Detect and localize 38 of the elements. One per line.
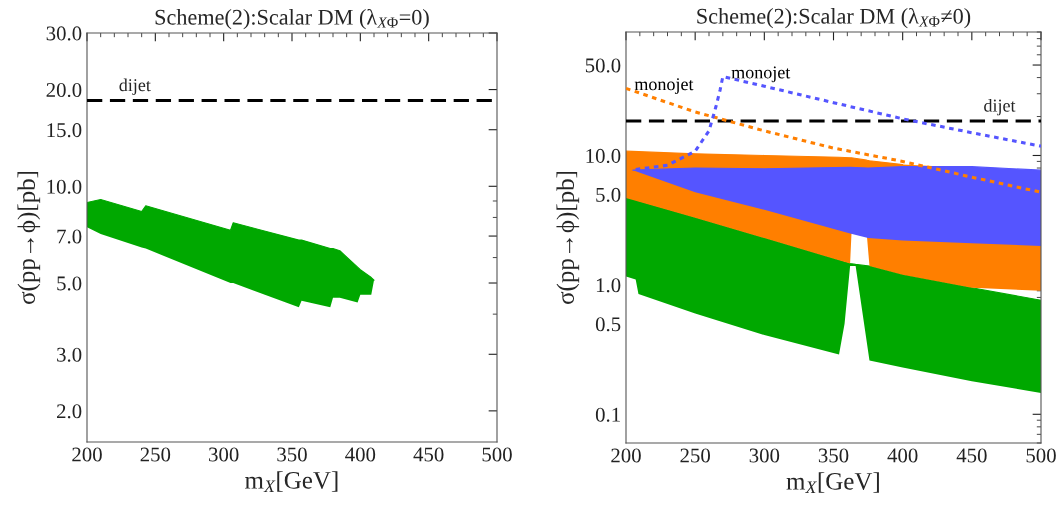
- x-tick-label: 500: [1026, 448, 1056, 463]
- y-tick-label: 10.0: [586, 148, 621, 164]
- y-tick-label: 2.0: [57, 404, 82, 419]
- x-tick-label: 400: [887, 448, 918, 463]
- y-tick-label: 20.0: [46, 82, 82, 98]
- annotation: dijet: [119, 78, 151, 95]
- y-tick-label: 30.0: [46, 26, 82, 41]
- y-tick-label: 1.0: [596, 278, 621, 293]
- y-tick-label: 5.0: [57, 276, 82, 291]
- x-tick-label: 250: [680, 448, 710, 463]
- series-label: monojet: [731, 66, 791, 83]
- chart-title: Scheme(2):Scalar DM (λ$_{XΦ}$=0): [155, 8, 429, 30]
- x-axis-title: m$_{X}$[GeV]: [786, 472, 879, 493]
- x-tick-label: 200: [72, 447, 102, 462]
- y-axis-title: σ(pp→ϕ)[pb]: [556, 171, 580, 305]
- y-tick-label: 0.5: [595, 317, 621, 332]
- y-tick-label: 7.0: [57, 229, 82, 244]
- x-tick-label: 300: [209, 447, 239, 462]
- y-tick-label: 10.0: [47, 179, 82, 194]
- x-tick-label: 500: [482, 447, 512, 462]
- series-label: monojet: [634, 78, 694, 94]
- y-tick-label: 15.0: [47, 123, 82, 138]
- x-axis-title: m$_{X}$[GeV]: [245, 471, 338, 492]
- x-tick-label: 300: [749, 448, 780, 463]
- x-tick-label: 200: [611, 448, 641, 463]
- annotation: dijet: [984, 98, 1016, 116]
- y-tick-label: 5.0: [596, 187, 621, 202]
- y-axis-title: σ(pp→ϕ)[pb]: [17, 171, 41, 305]
- x-tick-label: 350: [277, 447, 307, 462]
- x-tick-label: 250: [140, 447, 171, 462]
- y-tick-label: 3.0: [57, 347, 82, 362]
- x-tick-label: 450: [413, 447, 444, 462]
- x-tick-label: 400: [345, 447, 376, 462]
- x-tick-label: 350: [818, 448, 849, 463]
- y-tick-label: 0.1: [595, 407, 620, 422]
- chart-title: Scheme(2):Scalar DM (λ$_{XΦ}$≠0): [697, 7, 971, 29]
- x-tick-label: 450: [956, 448, 987, 463]
- y-tick-label: 50.0: [585, 58, 621, 73]
